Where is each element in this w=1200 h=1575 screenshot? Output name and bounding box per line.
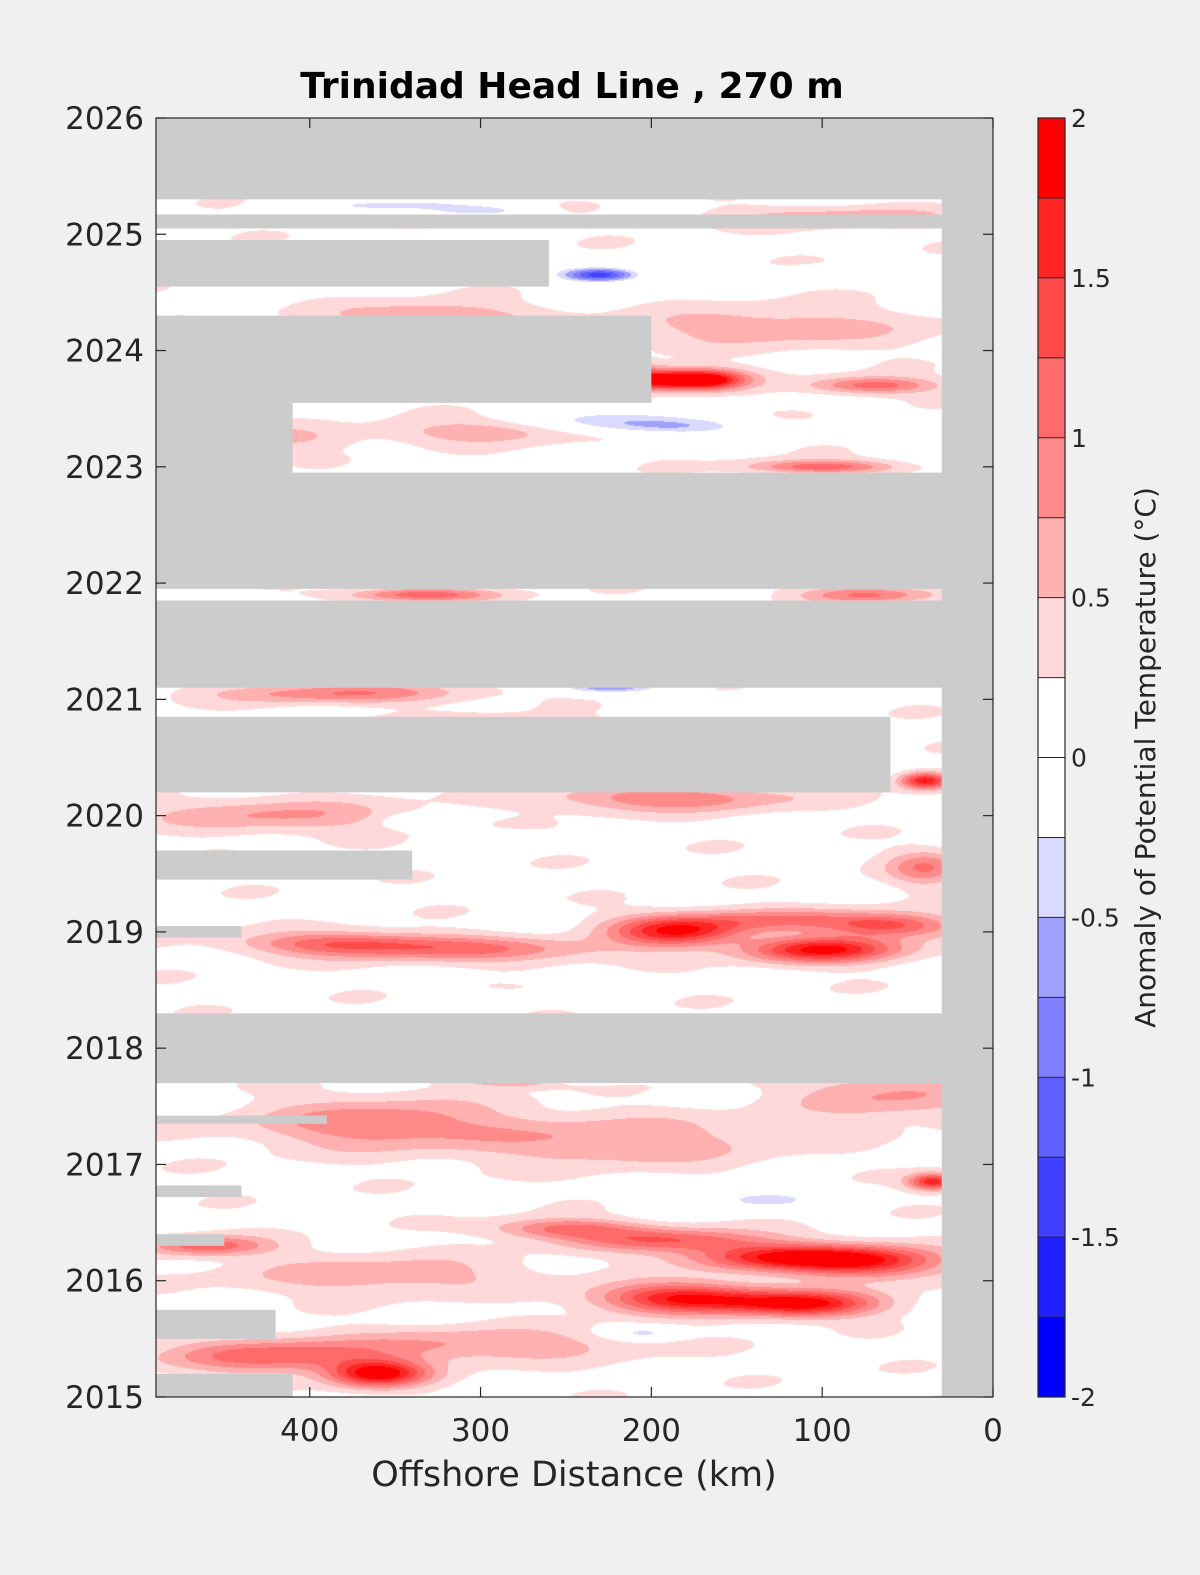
colorbar: -2 -1.5 -1 -0.5 0 0.5 1 1.5 2	[1037, 104, 1120, 1412]
colorbar-segment	[1038, 1237, 1065, 1318]
colorbar-tick-label: 2	[1071, 104, 1087, 133]
colorbar-segment	[1038, 1317, 1065, 1397]
colorbar-tick-label: 1.5	[1071, 264, 1111, 293]
colorbar-segment	[1038, 517, 1065, 598]
x-tick-label: 300	[451, 1413, 510, 1449]
missing-data-band	[941, 118, 993, 1397]
y-tick-label: 2017	[65, 1147, 144, 1183]
missing-data-band	[156, 600, 993, 688]
colorbar-segment	[1038, 357, 1065, 438]
colorbar-segment	[1038, 677, 1065, 758]
missing-data-band	[156, 1013, 942, 1084]
y-tick-label: 2025	[65, 217, 144, 253]
plot-area	[155, 117, 994, 1398]
x-axis: 400 300 200 100 0	[280, 118, 1003, 1449]
y-tick-label: 2019	[65, 915, 144, 951]
missing-data-band	[156, 472, 993, 589]
missing-data-band	[156, 1115, 327, 1124]
missing-data-band	[156, 402, 293, 473]
colorbar-segment	[1038, 1157, 1065, 1238]
y-tick-label: 2021	[65, 682, 144, 718]
y-tick-label: 2015	[65, 1380, 144, 1416]
colorbar-segment	[1038, 997, 1065, 1078]
y-tick-label: 2018	[65, 1031, 144, 1067]
missing-data-band	[156, 315, 652, 403]
colorbar-segment	[1038, 1077, 1065, 1158]
y-tick-label: 2016	[65, 1264, 144, 1300]
colorbar-tick-label: 1	[1071, 424, 1087, 453]
y-tick-label: 2026	[65, 101, 144, 137]
y-tick-label: 2022	[65, 566, 144, 602]
missing-data-band	[156, 926, 242, 938]
missing-data-band	[156, 1373, 293, 1397]
missing-data-band	[156, 1309, 276, 1339]
x-tick-label: 100	[793, 1413, 852, 1449]
missing-data-band	[156, 214, 993, 229]
colorbar-segment	[1038, 437, 1065, 518]
y-tick-label: 2023	[65, 450, 144, 486]
x-tick-label: 200	[622, 1413, 681, 1449]
missing-data-band	[156, 850, 413, 880]
colorbar-segment	[1038, 277, 1065, 358]
y-axis: 2015 2016 2017 2018 2019 2020 2021 2022 2023 2024…	[65, 101, 993, 1416]
x-tick-label: 0	[983, 1413, 1003, 1449]
x-axis-label: Offshore Distance (km)	[371, 1455, 777, 1495]
y-tick-label: 2020	[65, 799, 144, 835]
colorbar-tick-label: -2	[1071, 1383, 1096, 1412]
y-tick-label: 2024	[65, 334, 144, 370]
missing-data-band	[156, 240, 549, 287]
colorbar-segment	[1038, 118, 1065, 198]
colorbar-tick-label: -1.5	[1071, 1223, 1120, 1252]
colorbar-segment	[1038, 597, 1065, 678]
colorbar-label: Anomaly of Potential Temperature (°C)	[1129, 487, 1162, 1028]
missing-data-band	[156, 716, 891, 793]
colorbar-segment	[1038, 917, 1065, 998]
colorbar-frame	[1037, 117, 1066, 1398]
missing-data-band	[156, 1234, 225, 1246]
missing-data-band	[156, 118, 993, 200]
missing-data-bands	[156, 118, 993, 1397]
x-tick-label: 400	[280, 1413, 339, 1449]
colorbar-tick-label: -0.5	[1071, 903, 1120, 932]
colorbar-segment	[1038, 757, 1065, 838]
colorbar-tick-label: 0.5	[1071, 584, 1111, 613]
colorbar-segment	[1038, 837, 1065, 918]
chart-title: Trinidad Head Line , 270 m	[300, 66, 843, 107]
colorbar-tick-label: 0	[1071, 744, 1087, 773]
missing-data-band	[156, 1185, 242, 1198]
colorbar-tick-label: -1	[1071, 1063, 1096, 1092]
colorbar-segment	[1038, 197, 1065, 278]
plot-frame	[155, 117, 994, 1398]
